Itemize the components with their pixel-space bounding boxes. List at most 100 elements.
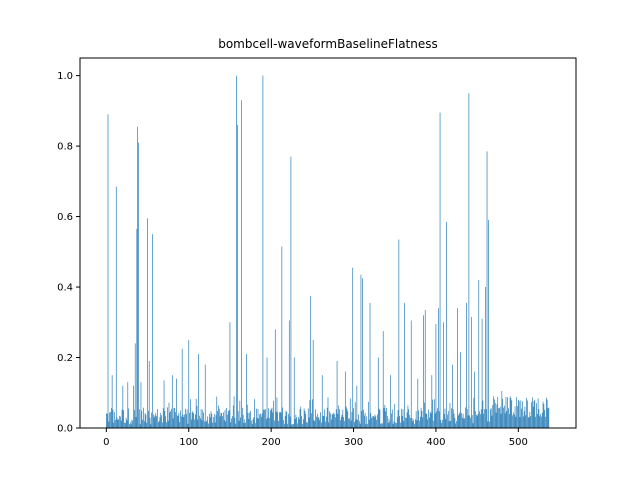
bar	[323, 416, 325, 428]
bar	[543, 403, 545, 428]
bar	[255, 423, 256, 428]
bar	[201, 419, 203, 428]
bar	[545, 416, 546, 428]
bar	[465, 407, 466, 428]
bar	[400, 422, 401, 428]
bar	[223, 412, 224, 428]
bar	[309, 400, 311, 428]
bar	[467, 415, 469, 428]
bar	[404, 302, 405, 428]
bar	[123, 410, 124, 428]
bar	[393, 421, 395, 428]
bar	[534, 399, 536, 428]
bar	[373, 417, 375, 428]
bar	[466, 409, 468, 428]
bar	[354, 422, 355, 428]
bar	[120, 416, 121, 428]
bar	[271, 407, 273, 428]
bar	[174, 408, 176, 428]
bar	[137, 126, 138, 429]
bar	[172, 418, 174, 428]
bar	[319, 420, 321, 428]
bar	[364, 412, 366, 428]
bar	[449, 403, 451, 428]
bar	[270, 410, 271, 428]
bar	[241, 100, 242, 428]
bar	[246, 404, 248, 428]
bar	[177, 415, 179, 428]
bar	[371, 418, 372, 428]
bar	[476, 415, 478, 428]
bar	[157, 422, 159, 428]
bar	[316, 413, 318, 428]
bar	[265, 419, 267, 428]
bar	[242, 414, 244, 428]
bar	[345, 406, 347, 428]
bar	[251, 424, 253, 428]
bar	[286, 411, 288, 428]
bar	[507, 397, 508, 428]
bar	[445, 419, 447, 428]
bar	[451, 408, 452, 428]
bar	[143, 407, 144, 428]
bar	[156, 416, 157, 428]
bar	[275, 411, 277, 428]
bar	[508, 408, 509, 428]
bar	[395, 422, 396, 428]
bar	[121, 409, 123, 428]
bar	[280, 412, 282, 428]
chart-title: bombcell-waveformBaselineFlatness	[218, 37, 438, 51]
bar	[171, 408, 172, 428]
bar	[461, 413, 462, 428]
bar	[478, 280, 480, 428]
bar	[437, 408, 438, 428]
bar	[158, 420, 160, 428]
bar	[348, 418, 349, 428]
bar	[216, 396, 218, 428]
bar	[111, 375, 113, 428]
bar	[439, 112, 441, 429]
bar	[146, 423, 148, 428]
bar	[377, 357, 379, 428]
bar	[276, 397, 278, 428]
bar	[470, 417, 471, 428]
bar	[107, 114, 109, 428]
bar	[293, 357, 295, 428]
bar	[506, 411, 508, 428]
y-tick-label: 0.6	[57, 212, 73, 223]
bar	[499, 408, 500, 428]
bar	[429, 411, 431, 428]
bar	[406, 412, 408, 428]
bar	[278, 420, 279, 428]
bar	[227, 411, 229, 428]
bar	[324, 409, 326, 428]
bar	[420, 407, 422, 428]
bar	[253, 417, 255, 428]
bar	[520, 400, 522, 428]
bar	[297, 423, 298, 428]
bar	[440, 419, 442, 428]
bar	[312, 339, 314, 428]
bar	[128, 408, 129, 428]
bar	[541, 416, 542, 428]
bar	[398, 239, 400, 428]
bar	[287, 423, 288, 428]
bar	[474, 371, 475, 428]
bar	[140, 382, 142, 428]
bar	[239, 400, 241, 428]
bar	[396, 423, 397, 428]
bar	[255, 408, 257, 428]
bar	[519, 416, 521, 428]
bar	[245, 422, 246, 428]
bar	[495, 412, 497, 428]
bar	[237, 411, 239, 428]
bar	[390, 375, 391, 428]
bar	[131, 419, 133, 428]
bar	[228, 410, 230, 428]
bar	[167, 407, 168, 428]
bar	[492, 404, 494, 428]
bar	[120, 420, 122, 428]
bar	[193, 413, 195, 428]
y-tick-label: 0.4	[57, 283, 73, 294]
bar	[491, 415, 493, 428]
